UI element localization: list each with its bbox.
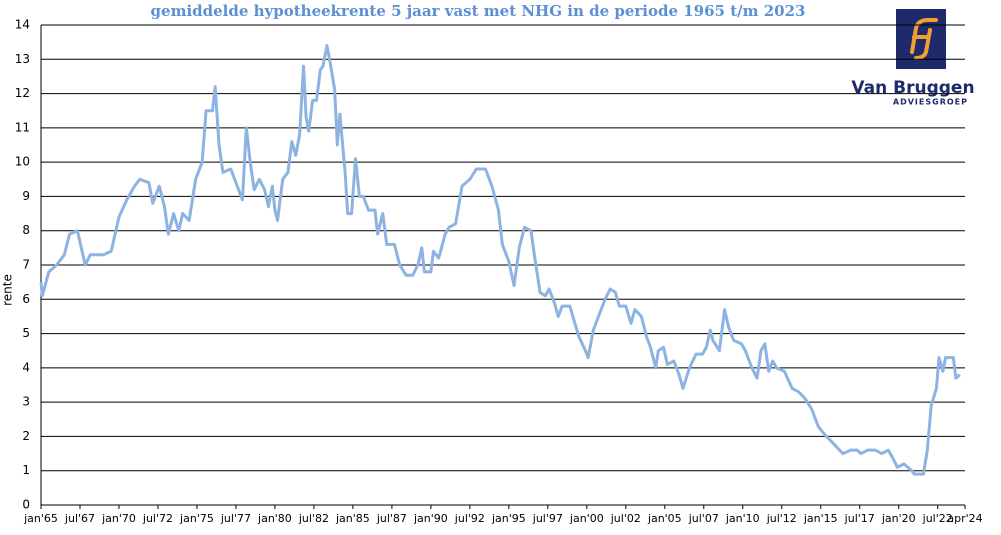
x-tick-label: jan'70: [101, 512, 136, 525]
x-tick-label: jan'90: [413, 512, 448, 525]
x-tick-label: jul'07: [688, 512, 719, 525]
x-tick-label: jul'92: [454, 512, 485, 525]
x-tick-label: jan'80: [257, 512, 292, 525]
y-tick-label: 11: [15, 120, 30, 134]
x-tick-label: jan'95: [491, 512, 526, 525]
x-tick-label: jul'02: [610, 512, 641, 525]
x-tick-label: jan'65: [23, 512, 58, 525]
y-tick-label: 8: [22, 223, 30, 237]
y-tick-label: 3: [22, 395, 30, 409]
y-tick-label: 9: [22, 189, 30, 203]
y-tick-label: 12: [15, 86, 30, 100]
x-tick-label: jul'22: [922, 512, 953, 525]
y-tick-label: 4: [22, 360, 30, 374]
x-tick-label: jul'87: [376, 512, 407, 525]
y-tick-label: 1: [22, 463, 30, 477]
x-tick-label: jan'20: [881, 512, 916, 525]
chart-title: gemiddelde hypotheekrente 5 jaar vast me…: [151, 2, 806, 20]
y-tick-label: 0: [22, 498, 30, 512]
y-tick-label: 10: [15, 155, 30, 169]
x-tick-label: jul'12: [766, 512, 797, 525]
x-tick-label: jan'00: [569, 512, 604, 525]
x-tick-label: jan'15: [803, 512, 838, 525]
y-tick-label: 13: [15, 52, 30, 66]
logo: Van Bruggen ADVIESGROEP: [851, 9, 975, 107]
x-tick-label: jul'67: [64, 512, 95, 525]
x-tick-label: jul'97: [532, 512, 563, 525]
y-tick-label: 2: [22, 429, 30, 443]
y-tick-label: 7: [22, 258, 30, 272]
y-tick-label: 6: [22, 292, 30, 306]
y-tick-label: 5: [22, 326, 30, 340]
data-line: [39, 44, 961, 476]
x-tick-label: jul'77: [220, 512, 251, 525]
x-tick-label: jul'72: [142, 512, 173, 525]
x-tick-label: jul'82: [298, 512, 329, 525]
y-axis-label: rente: [1, 274, 15, 306]
x-tick-label: jan'10: [725, 512, 760, 525]
x-tick-label: jan'85: [335, 512, 370, 525]
logo-name: Van Bruggen: [851, 78, 974, 98]
x-tick-label: jul'17: [844, 512, 875, 525]
x-tick-label: jan'75: [179, 512, 214, 525]
logo-symbol: [910, 18, 938, 60]
logo-tagline: ADVIESGROEP: [893, 98, 968, 107]
y-tick-label: 14: [15, 18, 30, 32]
x-tick-label: apr'24: [947, 512, 982, 525]
x-tick-label: jan'05: [647, 512, 682, 525]
